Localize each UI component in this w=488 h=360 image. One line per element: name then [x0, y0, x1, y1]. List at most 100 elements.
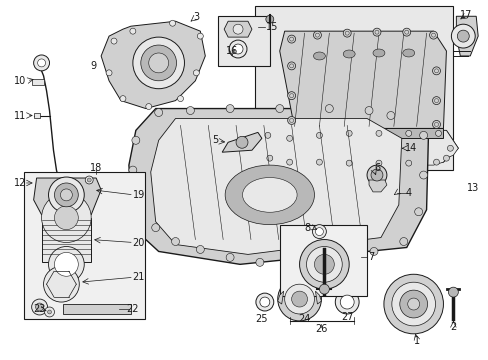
- Text: 12: 12: [14, 178, 26, 188]
- Circle shape: [375, 160, 381, 166]
- Circle shape: [315, 228, 323, 235]
- Circle shape: [375, 130, 381, 136]
- Circle shape: [193, 70, 199, 76]
- Polygon shape: [129, 109, 427, 264]
- Circle shape: [447, 287, 457, 297]
- Circle shape: [383, 274, 443, 334]
- Circle shape: [54, 206, 78, 230]
- Text: 5: 5: [212, 135, 218, 145]
- Circle shape: [313, 31, 321, 39]
- Circle shape: [402, 28, 410, 36]
- Text: 10: 10: [14, 76, 26, 86]
- Circle shape: [447, 145, 452, 151]
- Text: 4: 4: [405, 188, 411, 198]
- Circle shape: [372, 28, 380, 36]
- Bar: [279, 225, 366, 296]
- Circle shape: [38, 59, 45, 67]
- Circle shape: [299, 239, 348, 289]
- Polygon shape: [150, 118, 401, 255]
- Circle shape: [171, 238, 179, 246]
- Circle shape: [419, 171, 427, 179]
- Text: 21: 21: [132, 272, 145, 282]
- Circle shape: [111, 38, 117, 44]
- Circle shape: [431, 33, 435, 37]
- Polygon shape: [294, 129, 443, 138]
- Polygon shape: [277, 291, 283, 304]
- Circle shape: [87, 178, 91, 182]
- Circle shape: [365, 107, 372, 114]
- Circle shape: [85, 176, 93, 184]
- Circle shape: [419, 131, 427, 139]
- Circle shape: [405, 160, 411, 166]
- Circle shape: [434, 99, 438, 103]
- Ellipse shape: [242, 177, 297, 212]
- Polygon shape: [455, 16, 477, 56]
- Polygon shape: [279, 31, 446, 129]
- Circle shape: [151, 224, 160, 231]
- Circle shape: [130, 28, 136, 34]
- Circle shape: [335, 255, 343, 264]
- Circle shape: [48, 177, 84, 213]
- Text: 9: 9: [90, 61, 96, 71]
- Bar: [41, 218, 91, 262]
- Circle shape: [264, 132, 270, 138]
- Circle shape: [132, 136, 140, 144]
- Text: 24: 24: [298, 314, 310, 324]
- Text: 14: 14: [404, 143, 416, 153]
- Circle shape: [432, 121, 440, 129]
- Circle shape: [345, 31, 348, 35]
- Circle shape: [434, 122, 438, 126]
- Ellipse shape: [224, 165, 314, 225]
- Circle shape: [41, 193, 91, 243]
- Polygon shape: [315, 291, 321, 304]
- Text: 18: 18: [90, 163, 102, 173]
- Circle shape: [233, 44, 243, 54]
- Circle shape: [225, 253, 234, 261]
- Circle shape: [435, 130, 441, 136]
- Circle shape: [289, 94, 293, 98]
- Circle shape: [265, 15, 273, 23]
- Circle shape: [399, 290, 427, 318]
- Circle shape: [266, 155, 272, 161]
- Circle shape: [414, 208, 422, 216]
- Text: 2: 2: [449, 322, 456, 332]
- Circle shape: [255, 258, 264, 266]
- Text: 22: 22: [126, 304, 139, 314]
- Circle shape: [346, 160, 351, 166]
- Circle shape: [289, 37, 293, 41]
- Circle shape: [340, 295, 353, 309]
- Text: 19: 19: [132, 190, 144, 200]
- Polygon shape: [224, 21, 251, 37]
- Circle shape: [177, 96, 183, 102]
- Circle shape: [129, 166, 137, 174]
- Circle shape: [133, 37, 184, 89]
- Circle shape: [36, 178, 43, 186]
- Text: 13: 13: [466, 183, 478, 193]
- Ellipse shape: [402, 49, 414, 57]
- Text: 6: 6: [373, 163, 379, 173]
- Circle shape: [120, 96, 126, 102]
- Polygon shape: [222, 132, 262, 152]
- Circle shape: [289, 64, 293, 68]
- Text: 27: 27: [340, 312, 353, 322]
- Bar: [34, 113, 40, 118]
- Circle shape: [259, 297, 269, 307]
- Circle shape: [36, 303, 43, 311]
- Circle shape: [432, 67, 440, 75]
- Ellipse shape: [313, 52, 325, 60]
- Circle shape: [319, 284, 328, 294]
- Circle shape: [275, 105, 283, 113]
- Text: 11: 11: [14, 111, 26, 121]
- Polygon shape: [101, 21, 205, 109]
- Polygon shape: [257, 130, 457, 162]
- Circle shape: [61, 189, 72, 201]
- Circle shape: [236, 136, 247, 148]
- Circle shape: [47, 310, 51, 314]
- Circle shape: [48, 247, 84, 282]
- Circle shape: [32, 299, 47, 315]
- Circle shape: [34, 55, 49, 71]
- Circle shape: [369, 247, 377, 255]
- Bar: [63, 304, 131, 314]
- Circle shape: [316, 132, 322, 138]
- Circle shape: [196, 246, 204, 253]
